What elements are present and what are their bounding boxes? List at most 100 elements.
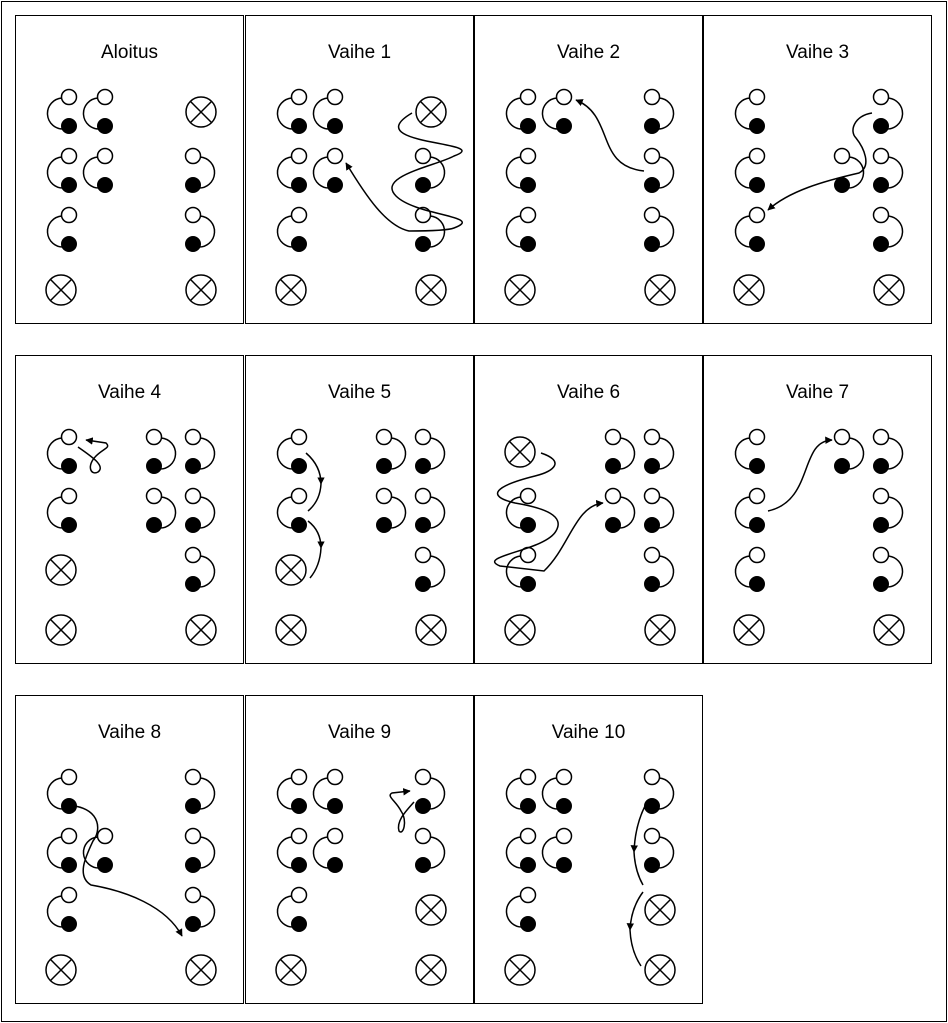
open-filled-pair-icon [833,428,865,474]
filled-circle [185,177,201,193]
panel-title: Vaihe 8 [97,722,162,743]
panel-title: Vaihe 4 [97,382,162,403]
open-filled-pair-icon [734,88,766,134]
filled-circle [61,458,77,474]
move-arrow [767,112,873,211]
panel-title: Vaihe 3 [785,42,850,63]
crossed-circle-icon [45,554,77,586]
filled-circle [185,916,201,932]
open-filled-pair-icon [46,487,78,533]
open-circle [145,487,163,505]
open-circle [414,487,432,505]
crossed-circle-icon [644,274,676,306]
filled-circle [556,857,572,873]
crossed-circle-icon [415,96,447,128]
move-arrow [767,436,833,512]
panel-title: Vaihe 10 [551,722,626,743]
open-filled-pair-icon [46,827,78,873]
panel-drawing [45,428,217,646]
filled-circle [873,236,889,252]
move-arrow [77,437,109,474]
move-arrow [74,805,183,937]
open-filled-pair-icon [505,88,537,134]
open-filled-pair-icon [734,147,766,193]
crossed-circle-icon [415,894,447,926]
open-filled-pair-icon [643,487,675,533]
open-filled-pair-icon [414,147,446,193]
filled-circle [146,517,162,533]
open-circle [748,206,766,224]
step-panel: Vaihe 2 [474,15,703,324]
open-circle [643,827,661,845]
filled-circle [644,177,660,193]
filled-circle [291,458,307,474]
filled-circle [605,517,621,533]
open-circle [604,487,622,505]
open-filled-pair-icon [184,886,216,932]
crossed-circle-icon [45,274,77,306]
open-filled-pair-icon [643,546,675,592]
open-circle [290,886,308,904]
filled-circle [644,118,660,134]
open-filled-pair-icon [312,88,344,134]
open-filled-pair-icon [414,428,446,474]
open-circle [872,487,890,505]
open-circle [519,206,537,224]
open-circle [60,768,78,786]
open-filled-pair-icon [505,886,537,932]
open-filled-pair-icon [604,428,636,474]
open-circle [290,88,308,106]
filled-circle [520,118,536,134]
move-arrow [309,547,322,579]
crossed-circle-icon [504,614,536,646]
filled-circle [834,458,850,474]
open-filled-pair-icon [276,768,308,814]
step-panel: Vaihe 3 [703,15,932,324]
filled-circle [291,798,307,814]
filled-circle [415,458,431,474]
crossed-circle-icon [644,614,676,646]
crossed-circle-icon [185,274,217,306]
open-circle [555,768,573,786]
open-filled-pair-icon [734,428,766,474]
open-filled-pair-icon [643,147,675,193]
open-filled-pair-icon [46,206,78,252]
filled-circle [749,236,765,252]
crossed-circle-icon [185,614,217,646]
open-circle [748,147,766,165]
open-filled-pair-icon [414,487,446,533]
filled-circle [644,798,660,814]
step-panel: Vaihe 10 [474,695,703,1004]
open-circle [643,768,661,786]
crossed-circle-icon [415,614,447,646]
filled-circle [376,517,392,533]
filled-circle [644,857,660,873]
move-arrow [629,929,642,967]
open-circle [96,147,114,165]
open-filled-pair-icon [276,428,308,474]
open-filled-pair-icon [604,487,636,533]
open-filled-pair-icon [184,147,216,193]
open-filled-pair-icon [505,487,537,533]
open-circle [519,886,537,904]
open-circle [748,546,766,564]
filled-circle [97,118,113,134]
open-filled-pair-icon [276,886,308,932]
filled-circle [185,576,201,592]
filled-circle [185,517,201,533]
open-circle [326,827,344,845]
open-filled-pair-icon [184,206,216,252]
open-filled-pair-icon [872,487,904,533]
open-circle [519,827,537,845]
open-circle [290,147,308,165]
filled-circle [520,517,536,533]
open-filled-pair-icon [414,768,446,814]
open-filled-pair-icon [46,147,78,193]
crossed-circle-icon [504,436,536,468]
filled-circle [556,118,572,134]
open-filled-pair-icon [541,827,573,873]
filled-circle [291,916,307,932]
crossed-circle-icon [45,954,77,986]
open-circle [643,147,661,165]
